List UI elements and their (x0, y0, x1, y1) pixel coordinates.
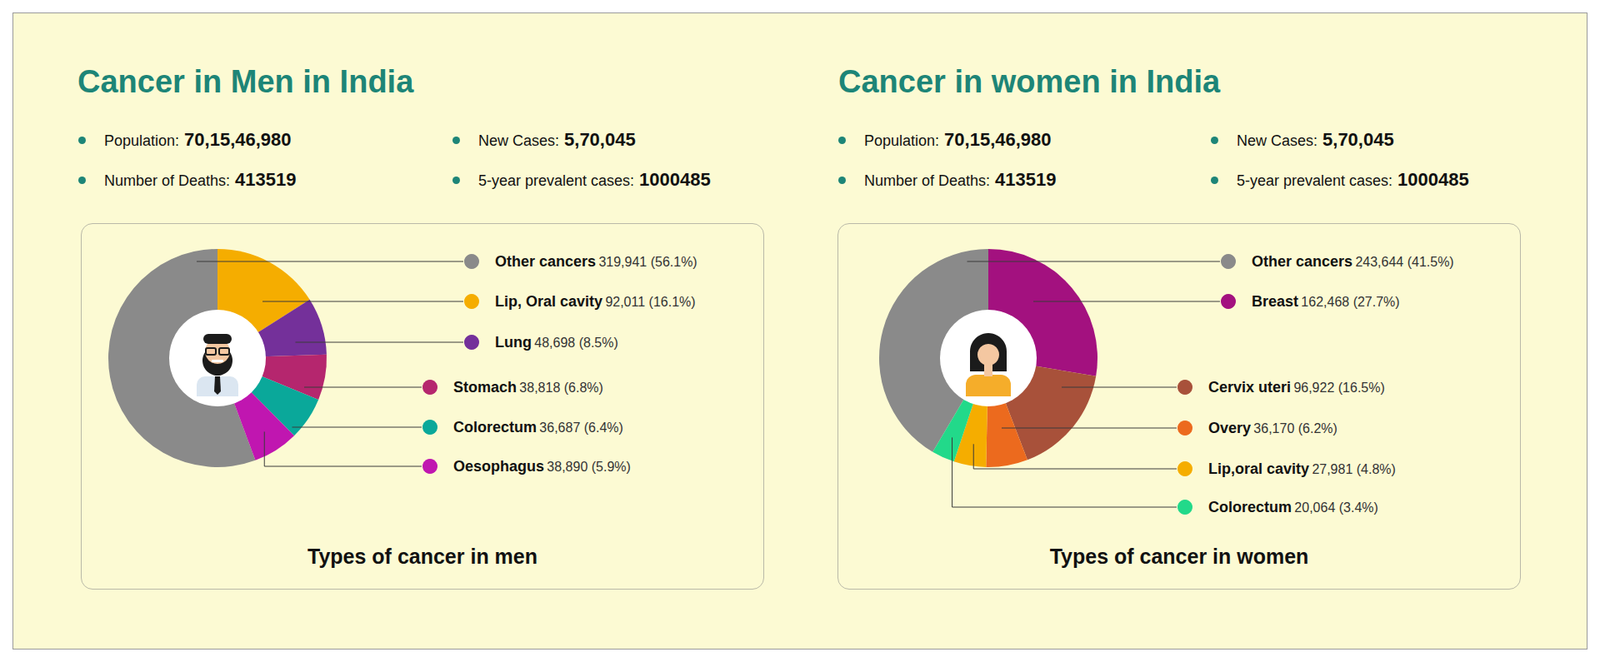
svg-text:Lip,oral cavity: Lip,oral cavity (1208, 460, 1310, 478)
svg-text:92,011 (16.1%): 92,011 (16.1%) (605, 295, 695, 310)
html-text:Cancer in women in India: Cancer in women in India (838, 64, 1221, 100)
svg-text:162,468 (27.7%): 162,468 (27.7%) (1300, 295, 1400, 310)
svg-text:243,644 (41.5%): 243,644 (41.5%) (1355, 255, 1454, 270)
svg-text:38,818 (6.8%): 38,818 (6.8%) (519, 380, 604, 395)
html-text:Population: 70,15,46,980: Population: 70,15,46,980 (104, 129, 292, 150)
svg-text:Other cancers: Other cancers (1251, 253, 1353, 270)
html-text:New Cases: 5,70,045: New Cases: 5,70,045 (1236, 129, 1394, 150)
svg-text:38,890 (5.9%): 38,890 (5.9%) (546, 460, 631, 475)
html-text:Number of Deaths: 413519: Number of Deaths: 413519 (104, 169, 297, 190)
html-text:5-year prevalent cases: 100048: 5-year prevalent cases: 1000485 (1236, 169, 1469, 190)
svg-text:Overy: Overy (1208, 420, 1251, 437)
html-text:Cancer in Men in India: Cancer in Men in India (77, 64, 414, 100)
svg-text:Oesophagus: Oesophagus (453, 458, 545, 475)
svg-text:20,064 (3.4%): 20,064 (3.4%) (1294, 500, 1379, 515)
svg-text:Other cancers: Other cancers (495, 253, 596, 270)
svg-text:319,941 (56.1%): 319,941 (56.1%) (598, 255, 697, 270)
html-text:Number of Deaths: 413519: Number of Deaths: 413519 (864, 169, 1057, 190)
svg-text:48,698 (8.5%): 48,698 (8.5%) (534, 335, 619, 350)
svg-text:Colorectum: Colorectum (1208, 499, 1292, 516)
svg-text:Breast: Breast (1251, 293, 1299, 310)
svg-text:27,981 (4.8%): 27,981 (4.8%) (1311, 462, 1396, 477)
svg-text:Colorectum: Colorectum (453, 419, 537, 436)
html-text:5-year prevalent cases: 100048: 5-year prevalent cases: 1000485 (478, 169, 711, 190)
svg-text:36,687 (6.4%): 36,687 (6.4%) (539, 420, 624, 435)
svg-text:96,922 (16.5%): 96,922 (16.5%) (1293, 380, 1385, 395)
svg-text:36,170 (6.2%): 36,170 (6.2%) (1253, 421, 1338, 436)
html-text:New Cases: 5,70,045: New Cases: 5,70,045 (478, 129, 636, 150)
svg-text:Lip, Oral cavity: Lip, Oral cavity (495, 293, 603, 310)
html-text:Population: 70,15,46,980: Population: 70,15,46,980 (864, 129, 1052, 150)
svg-text:Lung: Lung (495, 334, 532, 351)
svg-text:Cervix uteri: Cervix uteri (1208, 379, 1291, 396)
svg-text:Types of cancer in women: Types of cancer in women (1050, 545, 1310, 569)
svg-text:Types of cancer in men: Types of cancer in men (307, 545, 538, 569)
svg-text:Stomach: Stomach (453, 379, 517, 396)
